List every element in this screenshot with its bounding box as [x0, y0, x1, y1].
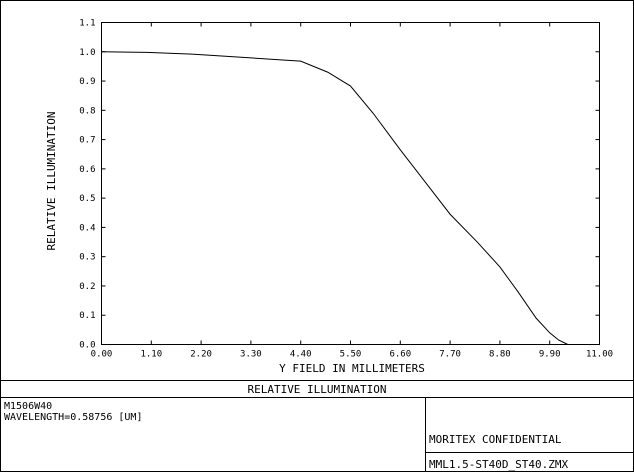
series-line: [101, 51, 569, 345]
x-tick-label: 3.30: [240, 350, 262, 360]
info-line-2: WAVELENGTH=0.58756 [UM]: [4, 412, 142, 423]
x-tick-label: 5.50: [340, 350, 362, 360]
filename-label: MML1.5-ST40D_ST40.ZMX: [429, 458, 568, 471]
confidential-label: MORITEX CONFIDENTIAL: [429, 433, 562, 446]
x-tick-label: 8.80: [489, 350, 511, 360]
y-tick-label: 1.1: [79, 19, 95, 29]
y-tick-label: 0.3: [79, 253, 95, 263]
x-axis-label: Y FIELD IN MILLIMETERS: [279, 362, 425, 375]
y-tick-label: 0.9: [79, 77, 95, 87]
info-line-1: M1506W40: [4, 401, 52, 412]
x-tick-label: 0.00: [91, 350, 113, 360]
x-tick-label: 1.10: [140, 350, 162, 360]
y-tick-label: 0.8: [79, 106, 95, 116]
x-tick-label: 9.90: [539, 350, 561, 360]
series-group: [101, 51, 569, 345]
y-tick-label: 0.1: [79, 311, 95, 321]
tick-labels: 0.00 1.10 2.20 3.30 4.40 5.50 6.60 7.70 8.80 9.90…: [79, 19, 613, 360]
panel-title: RELATIVE ILLUMINATION: [247, 383, 386, 396]
y-tick-label: 0.5: [79, 194, 95, 204]
x-tick-label: 4.40: [290, 350, 312, 360]
y-tick-label: 0.6: [79, 165, 95, 175]
axis-ticks: [101, 22, 600, 345]
x-tick-label: 6.60: [389, 350, 411, 360]
plot-area: [101, 22, 600, 345]
y-tick-label: 0.4: [79, 223, 95, 233]
y-tick-label: 0.7: [79, 136, 95, 146]
y-axis-label: RELATIVE ILLUMINATION: [45, 111, 58, 250]
y-tick-label: 0.0: [79, 341, 95, 351]
x-tick-label: 2.20: [190, 350, 212, 360]
x-tick-label: 7.70: [439, 350, 461, 360]
y-tick-label: 1.0: [79, 48, 95, 58]
x-tick-label: 11.00: [586, 350, 613, 360]
y-tick-label: 0.2: [79, 282, 95, 292]
